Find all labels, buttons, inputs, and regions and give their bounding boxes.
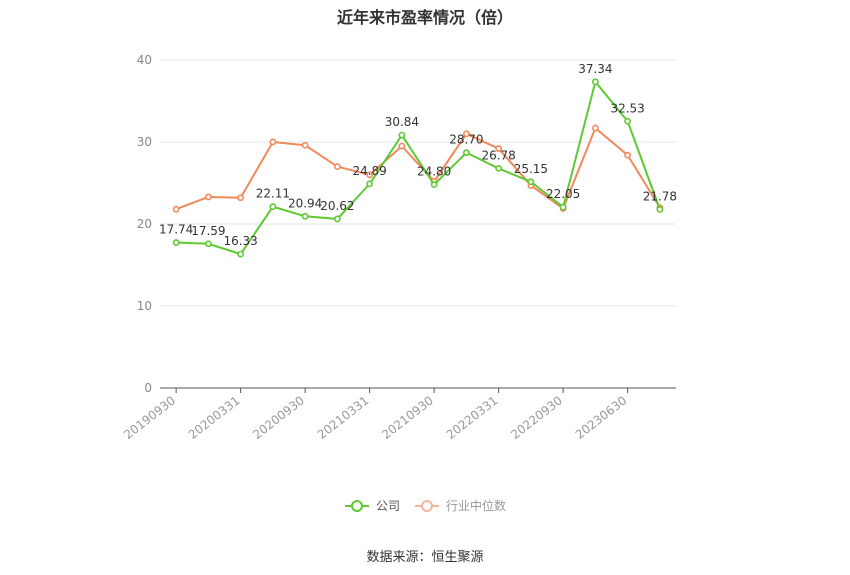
data-point-1 xyxy=(624,151,632,159)
data-label: 20.94 xyxy=(288,196,322,210)
y-tick-label: 30 xyxy=(137,135,152,149)
data-point-0 xyxy=(624,117,632,125)
data-point-0 xyxy=(430,181,438,189)
y-tick-label: 20 xyxy=(137,217,152,231)
data-point-0 xyxy=(172,239,180,246)
data-point-1 xyxy=(591,124,599,132)
data-point-0 xyxy=(398,131,406,139)
data-point-0 xyxy=(591,78,599,86)
legend: 公司 行业中位数 xyxy=(0,497,850,514)
data-label: 37.34 xyxy=(578,62,612,76)
data-label: 21.78 xyxy=(643,189,677,203)
data-label: 24.89 xyxy=(352,164,386,178)
legend-label-company: 公司 xyxy=(375,499,400,513)
data-point-0 xyxy=(527,178,535,186)
data-label: 25.15 xyxy=(514,162,548,176)
x-tick-label: 20220930 xyxy=(508,393,565,442)
source-note: 数据来源：恒生聚源 xyxy=(366,550,484,565)
data-point-1 xyxy=(495,145,503,152)
x-tick-label: 20200331 xyxy=(186,393,243,442)
data-point-0 xyxy=(301,212,309,220)
legend-label-industry-median: 行业中位数 xyxy=(446,499,507,513)
chart-title: 近年来市盈率情况（倍） xyxy=(336,8,513,27)
data-point-1 xyxy=(172,205,180,213)
x-tick-label: 20220331 xyxy=(444,393,501,442)
data-label: 20.62 xyxy=(320,199,354,213)
x-tick-label: 20200930 xyxy=(250,393,307,442)
legend-marker-industry-median xyxy=(415,499,439,512)
y-tick-label: 10 xyxy=(137,299,152,313)
data-label: 30.84 xyxy=(385,115,419,129)
data-point-0 xyxy=(495,165,503,172)
x-tick-label: 20230630 xyxy=(573,393,630,442)
legend-item-company[interactable]: 公司 xyxy=(344,497,400,514)
data-point-0 xyxy=(333,215,341,223)
data-point-1 xyxy=(462,130,470,138)
data-label: 32.53 xyxy=(610,101,644,115)
data-point-0 xyxy=(204,240,212,248)
y-tick-label: 40 xyxy=(137,53,152,67)
y-tick-label: 0 xyxy=(144,381,152,395)
legend-marker-company xyxy=(344,499,369,512)
data-point-1 xyxy=(333,163,341,170)
data-label: 16.33 xyxy=(223,234,257,248)
data-label: 22.05 xyxy=(546,187,580,201)
series-line-1 xyxy=(175,126,661,211)
x-tick-label: 20210930 xyxy=(379,393,436,442)
x-tick-label: 20210331 xyxy=(315,393,372,442)
data-point-1 xyxy=(237,194,245,202)
x-tick-label: 20190930 xyxy=(121,393,178,442)
data-point-0 xyxy=(269,203,277,211)
data-label: 24.80 xyxy=(417,165,451,179)
data-point-1 xyxy=(398,142,406,150)
data-point-1 xyxy=(301,141,309,149)
data-point-1 xyxy=(204,193,212,201)
series-line-0 xyxy=(176,79,661,256)
data-label: 26.78 xyxy=(481,148,515,162)
data-label: 28.70 xyxy=(449,133,483,147)
legend-item-industry-median[interactable]: 行业中位数 xyxy=(414,497,506,514)
data-point-0 xyxy=(656,206,664,213)
data-label: 17.59 xyxy=(191,224,225,238)
data-point-0 xyxy=(462,149,470,157)
data-point-1 xyxy=(269,138,277,146)
data-label: 17.74 xyxy=(159,223,193,237)
data-point-0 xyxy=(237,250,245,258)
data-point-0 xyxy=(559,203,567,211)
data-point-1 xyxy=(366,171,374,179)
data-point-0 xyxy=(366,180,374,188)
data-label: 22.11 xyxy=(256,187,290,201)
